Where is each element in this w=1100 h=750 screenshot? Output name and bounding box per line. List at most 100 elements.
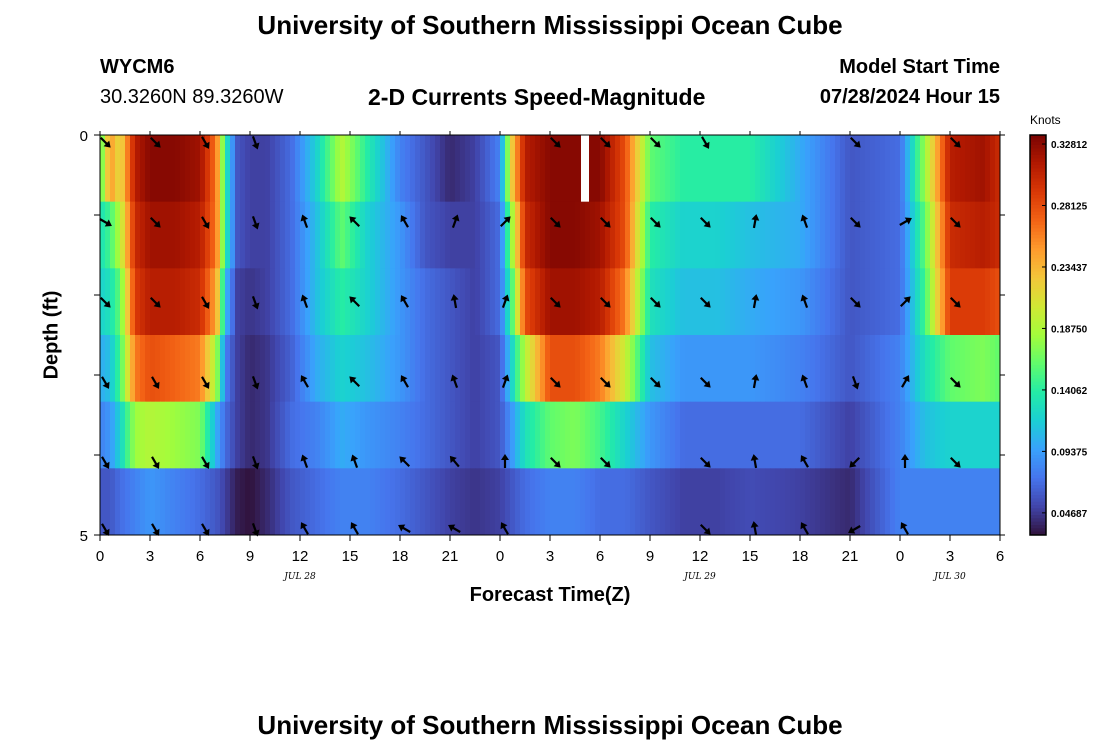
current-vector-arrow xyxy=(399,456,411,468)
heatmap xyxy=(100,135,1001,536)
colorbar-segment xyxy=(1030,278,1046,283)
arrow-shaft xyxy=(302,458,309,469)
arrow-shaft xyxy=(201,376,208,386)
colorbar-segment xyxy=(1030,248,1046,253)
heatmap-cell xyxy=(980,401,986,469)
x-tick-label: 21 xyxy=(842,548,859,565)
heatmap-cell xyxy=(120,335,126,403)
heatmap-cell xyxy=(855,135,861,203)
heatmap-cell xyxy=(495,468,501,536)
heatmap-cell xyxy=(820,135,826,203)
heatmap-cell xyxy=(470,135,476,203)
arrow-head xyxy=(703,380,711,388)
heatmap-cell xyxy=(660,468,666,536)
heatmap-cell xyxy=(385,335,391,403)
colorbar-segment xyxy=(1030,135,1046,139)
heatmap-cell xyxy=(350,401,356,469)
colorbar-segment xyxy=(1030,141,1046,146)
x-date-label: JUL 29 xyxy=(682,572,716,582)
heatmap-cell xyxy=(590,201,596,269)
heatmap-cell xyxy=(135,401,141,469)
heatmap-cell xyxy=(680,201,686,269)
arrow-shaft xyxy=(549,136,558,145)
colorbar-segment xyxy=(1030,481,1046,486)
heatmap-cell xyxy=(355,135,361,203)
heatmap-cell xyxy=(410,468,416,536)
heatmap-cell xyxy=(240,401,246,469)
heatmap-cell xyxy=(390,201,396,269)
heatmap-cell xyxy=(360,268,366,336)
heatmap-cell xyxy=(280,468,286,536)
heatmap-cell xyxy=(760,401,766,469)
heatmap-cell xyxy=(305,401,311,469)
heatmap-cell xyxy=(850,135,856,203)
heatmap-cell xyxy=(135,201,141,269)
heatmap-cell xyxy=(785,335,791,403)
current-vector-arrow xyxy=(949,136,961,148)
heatmap-cell xyxy=(655,468,661,536)
heatmap-cell xyxy=(455,401,461,469)
heatmap-cell xyxy=(990,201,996,269)
heatmap-cell xyxy=(640,201,646,269)
heatmap-cell xyxy=(980,268,986,336)
arrow-head xyxy=(103,140,111,148)
arrow-shaft xyxy=(99,296,108,305)
heatmap-cell xyxy=(825,401,831,469)
arrow-head xyxy=(800,455,808,463)
heatmap-cell xyxy=(830,268,836,336)
heatmap-cell xyxy=(375,401,381,469)
heatmap-cell xyxy=(875,135,881,203)
heatmap-cell xyxy=(425,268,431,336)
heatmap-cell xyxy=(435,268,441,336)
heatmap-cell xyxy=(995,335,1001,403)
heatmap-cell xyxy=(470,335,476,403)
heatmap-cell xyxy=(935,335,941,403)
heatmap-cell xyxy=(845,201,851,269)
colorbar-segment xyxy=(1030,448,1046,453)
arrow-shaft xyxy=(802,298,809,309)
heatmap-cell xyxy=(445,268,451,336)
heatmap-cell xyxy=(320,135,326,203)
heatmap-cell xyxy=(900,135,906,203)
arrow-shaft xyxy=(549,456,558,465)
heatmap-cell xyxy=(285,201,291,269)
colorbar-segment xyxy=(1030,395,1046,399)
heatmap-cell xyxy=(520,401,526,469)
colorbar-segment xyxy=(1030,191,1046,196)
heatmap-cell xyxy=(520,201,526,269)
heatmap-cell xyxy=(970,401,976,469)
colorbar-segment xyxy=(1030,285,1046,289)
heatmap-cell xyxy=(795,268,801,336)
heatmap-cell xyxy=(895,268,901,336)
heatmap-cell xyxy=(465,268,471,336)
colorbar-segment xyxy=(1030,528,1046,533)
heatmap-cell xyxy=(780,201,786,269)
heatmap-cell xyxy=(435,401,441,469)
arrow-shaft xyxy=(502,525,509,535)
heatmap-cell xyxy=(175,268,181,336)
heatmap-cell xyxy=(485,401,491,469)
heatmap-cell xyxy=(955,201,961,269)
arrow-head xyxy=(202,221,210,229)
heatmap-cell xyxy=(865,468,871,536)
heatmap-cell xyxy=(250,268,256,336)
heatmap-cell xyxy=(665,468,671,536)
heatmap-cell xyxy=(275,468,281,536)
heatmap-cell xyxy=(505,201,511,269)
x-tick-label: 3 xyxy=(946,548,954,565)
heatmap-cell xyxy=(865,135,871,203)
heatmap-cell xyxy=(530,135,536,203)
heatmap-cell xyxy=(210,468,216,536)
arrow-head xyxy=(553,380,561,388)
heatmap-cell xyxy=(575,468,581,536)
colorbar-segment xyxy=(1030,388,1046,393)
colorbar-segment xyxy=(1030,381,1046,386)
heatmap-cell xyxy=(220,401,226,469)
heatmap-cell xyxy=(470,401,476,469)
heatmap-cell xyxy=(430,468,436,536)
colorbar-segment xyxy=(1030,445,1046,449)
heatmap-cell xyxy=(295,335,301,403)
heatmap-cell xyxy=(190,401,196,469)
heatmap-cell xyxy=(220,201,226,269)
heatmap-cell xyxy=(420,201,426,269)
